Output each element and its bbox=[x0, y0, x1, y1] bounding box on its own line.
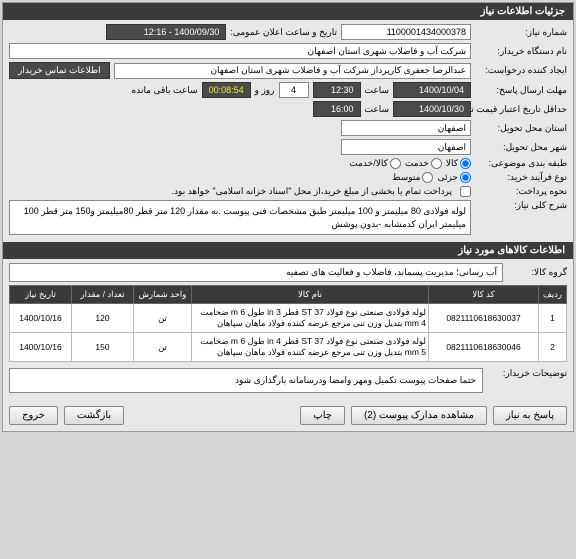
col-code: کد کالا bbox=[429, 286, 539, 304]
field-group: آب رسانی؛ مدیریت پسماند، فاضلاب و فعالیت… bbox=[9, 263, 503, 282]
col-idx: ردیف bbox=[539, 286, 567, 304]
label-category: طبقه بندی موضوعی: bbox=[475, 158, 567, 169]
print-button[interactable]: چاپ bbox=[300, 406, 345, 425]
exit-button[interactable]: خروج bbox=[9, 406, 58, 425]
col-name: نام کالا bbox=[192, 286, 429, 304]
label-req-no: شماره نیاز: bbox=[475, 27, 567, 38]
items-header: اطلاعات کالاهای مورد نیاز bbox=[3, 242, 573, 259]
main-header: جزئیات اطلاعات نیاز bbox=[3, 3, 573, 20]
countdown-timer: 00:08:54 bbox=[202, 82, 251, 98]
field-notes: حتما صفحات پیوست تکمیل ومهر وامضا ودرسام… bbox=[9, 368, 483, 393]
label-hour-1: ساعت bbox=[365, 85, 390, 96]
label-day-and: روز و bbox=[255, 85, 275, 96]
contact-button[interactable]: اطلاعات تماس خریدار bbox=[9, 62, 110, 79]
label-deadline: مهلت ارسال پاسخ: bbox=[475, 85, 567, 96]
col-date: تاریخ نیاز bbox=[10, 286, 72, 304]
items-table: ردیف کد کالا نام کالا واحد شمارش تعداد /… bbox=[9, 285, 567, 362]
label-city: شهر محل تحویل: bbox=[475, 142, 567, 153]
label-notes: توضیحات خریدار: bbox=[487, 368, 567, 379]
label-province: استان محل تحویل: bbox=[475, 123, 567, 134]
label-min-valid: حداقل تاریخ اعتبار قیمت تا تاریخ: bbox=[475, 104, 567, 115]
field-requester: عبدالرضا جعفری کارپرداز شرکت آب و فاضلاب… bbox=[114, 63, 471, 79]
label-remaining: ساعت باقی مانده bbox=[132, 85, 198, 96]
field-city: اصفهان bbox=[341, 139, 471, 155]
field-buyer-org: شرکت آب و فاضلاب شهری استان اصفهان bbox=[9, 43, 471, 59]
label-main-desc: شرح کلی نیاز: bbox=[475, 200, 567, 211]
checkbox-payment[interactable] bbox=[460, 186, 471, 197]
field-valid-date: 1400/10/30 bbox=[393, 101, 471, 117]
radio-partial[interactable]: جزئی bbox=[437, 172, 471, 183]
table-row: 2 0821110618630046 لوله فولادی صنعتی نوع… bbox=[10, 333, 567, 362]
table-row: 1 0821110618630037 لوله فولادی صنعتی نوع… bbox=[10, 304, 567, 333]
label-hour-2: ساعت bbox=[365, 104, 390, 115]
label-buyer-org: نام دستگاه خریدار: bbox=[475, 46, 567, 57]
label-requester: ایجاد کننده درخواست: bbox=[475, 65, 567, 76]
field-days-left: 4 bbox=[279, 82, 309, 98]
field-deadline-date: 1400/10/04 bbox=[393, 82, 471, 98]
payment-note: پرداخت تمام یا بخشی از مبلغ خرید،از محل … bbox=[172, 186, 452, 197]
radio-medium[interactable]: متوسط bbox=[392, 172, 433, 183]
label-ann-date: تاریخ و ساعت اعلان عمومی: bbox=[230, 27, 337, 38]
radio-service[interactable]: خدمت bbox=[405, 158, 442, 169]
label-group: گروه کالا: bbox=[507, 267, 567, 278]
back-button[interactable]: بازگشت bbox=[64, 406, 124, 425]
radio-goods[interactable]: کالا bbox=[446, 158, 471, 169]
label-proc-type: نوع فرآیند خرید: bbox=[475, 172, 567, 183]
radio-goods-service[interactable]: کالا/خدمت bbox=[349, 158, 401, 169]
col-qty: تعداد / مقدار bbox=[72, 286, 134, 304]
field-main-desc: لوله فولادی 80 میلیمتر و 100 میلیمتر طبق… bbox=[9, 200, 471, 235]
col-unit: واحد شمارش bbox=[134, 286, 192, 304]
field-province: اصفهان bbox=[341, 120, 471, 136]
field-deadline-time: 12:30 bbox=[313, 82, 361, 98]
field-ann-date: 1400/09/30 - 12:16 bbox=[106, 24, 226, 40]
reply-button[interactable]: پاسخ به نیاز bbox=[493, 406, 567, 425]
attachments-button[interactable]: مشاهده مدارک پیوست (2) bbox=[351, 406, 487, 425]
field-req-no: 1100001434000378 bbox=[341, 24, 471, 40]
label-payment: نحوه پرداخت: bbox=[475, 186, 567, 197]
field-valid-time: 16:00 bbox=[313, 101, 361, 117]
